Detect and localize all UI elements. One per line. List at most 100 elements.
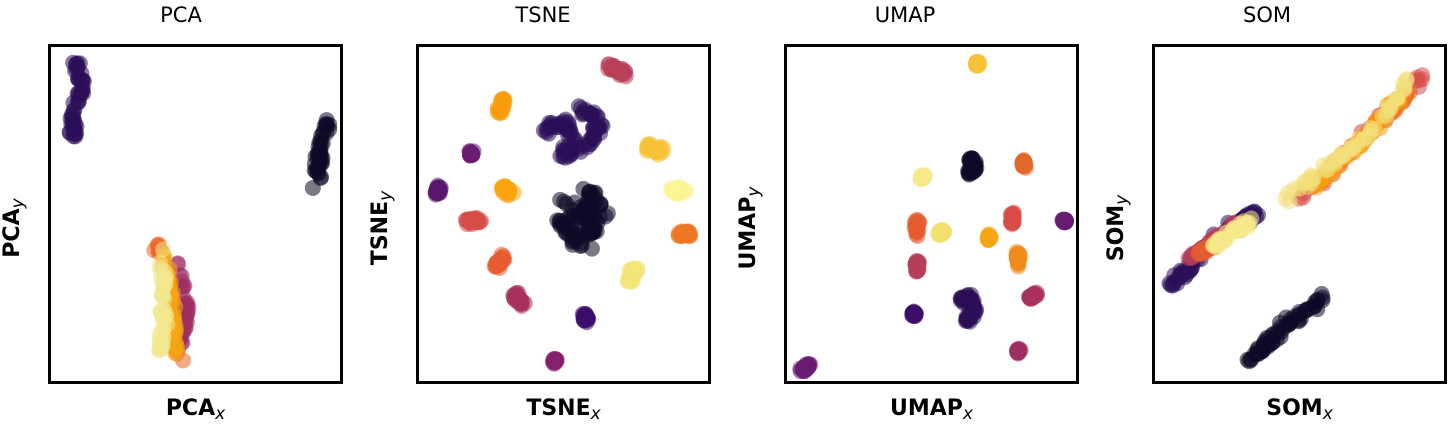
- data-point: [578, 197, 595, 214]
- data-point: [648, 142, 665, 159]
- cluster-6: [906, 211, 928, 244]
- x-axis-label: UMAPx: [890, 396, 973, 424]
- data-point: [158, 308, 175, 325]
- chart-title: PCA: [160, 3, 202, 27]
- y-axis-label: TSNEy: [368, 190, 396, 266]
- cluster-15: [792, 355, 819, 380]
- data-point: [70, 71, 87, 88]
- data-point: [620, 270, 637, 287]
- cluster-7: [1205, 210, 1260, 256]
- cluster-3: [489, 91, 513, 122]
- data-point: [318, 117, 335, 134]
- chart-title: UMAP: [874, 3, 936, 27]
- cluster-12: [1021, 284, 1046, 307]
- cluster-5: [1054, 211, 1075, 231]
- cluster-4: [461, 143, 482, 164]
- data-point: [151, 334, 168, 351]
- data-point: [909, 215, 926, 232]
- data-point: [592, 196, 609, 213]
- data-point: [604, 59, 621, 76]
- data-point: [1356, 130, 1373, 147]
- data-point: [156, 278, 173, 295]
- data-point: [955, 289, 972, 306]
- data-point: [981, 229, 998, 246]
- panel-som: SOM SOMy SOMx: [1086, 0, 1448, 431]
- data-point: [904, 306, 921, 323]
- cluster-1: [304, 112, 338, 196]
- data-point: [1398, 71, 1415, 88]
- data-point: [429, 179, 446, 196]
- cluster-3: [1277, 71, 1415, 210]
- data-point: [581, 184, 598, 201]
- data-point: [1305, 298, 1322, 315]
- data-point: [1004, 210, 1021, 227]
- data-point: [488, 255, 505, 272]
- cluster-10: [670, 223, 699, 244]
- plot-area: [48, 44, 343, 384]
- data-point: [576, 136, 593, 153]
- data-point: [1056, 213, 1073, 230]
- data-point: [1264, 327, 1281, 344]
- cluster-8: [1239, 286, 1331, 370]
- cluster-14: [1008, 340, 1029, 362]
- data-point: [461, 143, 478, 160]
- x-axis-label: PCAx: [165, 396, 226, 424]
- data-point: [1010, 245, 1027, 262]
- data-point: [968, 57, 985, 74]
- data-point: [961, 166, 978, 183]
- cluster-10: [907, 253, 927, 280]
- scatter-svg: [427, 56, 699, 372]
- cluster-9: [457, 210, 489, 233]
- cluster-5: [427, 177, 449, 203]
- cluster-12: [619, 260, 646, 291]
- data-point: [66, 121, 83, 138]
- data-point: [65, 102, 82, 119]
- data-point: [1176, 269, 1193, 286]
- data-point: [1209, 237, 1226, 254]
- cluster-1: [535, 98, 611, 166]
- data-point: [958, 308, 975, 325]
- cluster-1: [960, 150, 985, 183]
- cluster-7: [930, 222, 953, 243]
- data-point: [673, 227, 690, 244]
- data-point: [575, 105, 592, 122]
- data-point: [508, 288, 525, 305]
- plot-area: [1152, 44, 1447, 384]
- y-axis-label: UMAPy: [736, 186, 764, 270]
- data-point: [664, 181, 681, 198]
- panel-tsne: TSNE TSNEy TSNEx: [362, 0, 724, 431]
- cluster-0: [61, 54, 92, 145]
- panel-pca: PCA PCAy PCAx: [0, 0, 362, 431]
- scatter-svg: [1161, 67, 1431, 370]
- x-axis-label: TSNEx: [526, 396, 601, 424]
- data-point: [312, 169, 329, 186]
- y-axis-label: PCAy: [0, 198, 28, 258]
- data-point: [589, 108, 606, 125]
- data-point: [505, 184, 522, 201]
- cluster-2: [912, 166, 933, 188]
- cluster-13: [505, 284, 533, 314]
- data-point: [933, 222, 950, 239]
- data-point: [546, 352, 563, 369]
- chart-title: SOM: [1243, 3, 1291, 27]
- cluster-11: [486, 246, 513, 277]
- scatter-svg: [61, 54, 338, 369]
- panel-umap: UMAP UMAPy UMAPx: [724, 0, 1086, 431]
- data-point: [1389, 90, 1406, 107]
- cluster-8: [979, 226, 999, 249]
- data-point: [1374, 108, 1391, 125]
- data-point: [1010, 344, 1027, 361]
- data-point: [1326, 151, 1343, 168]
- data-point: [798, 361, 815, 378]
- data-point: [552, 147, 569, 164]
- data-point: [468, 212, 485, 229]
- chart-title: TSNE: [515, 3, 571, 27]
- cluster-4: [1002, 204, 1022, 233]
- data-point: [155, 241, 172, 258]
- data-point: [549, 212, 566, 229]
- cluster-14: [574, 305, 597, 331]
- data-point: [75, 85, 92, 102]
- data-point: [552, 191, 569, 208]
- x-axis-label: SOMx: [1266, 396, 1333, 424]
- data-point: [1290, 180, 1307, 197]
